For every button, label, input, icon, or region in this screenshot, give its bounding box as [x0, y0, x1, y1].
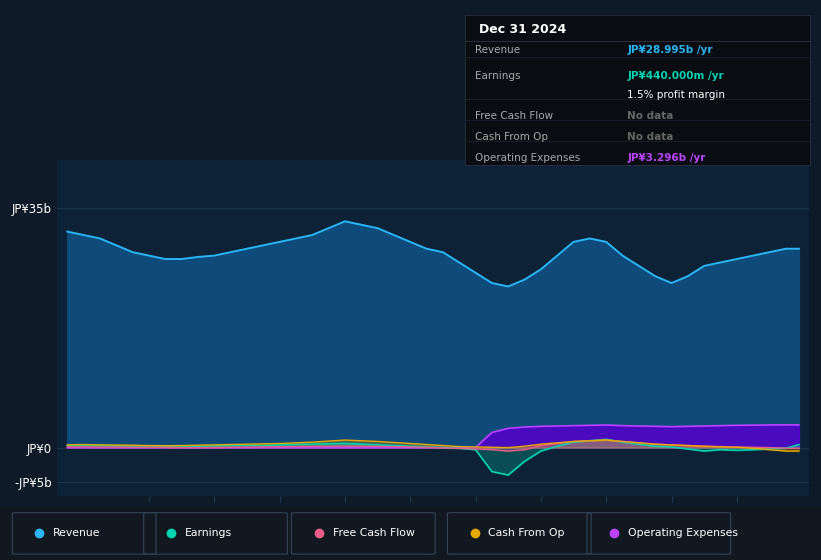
- Text: No data: No data: [627, 132, 673, 142]
- Text: Revenue: Revenue: [53, 529, 101, 538]
- Text: Cash From Op: Cash From Op: [475, 132, 548, 142]
- Text: Earnings: Earnings: [185, 529, 232, 538]
- Text: Free Cash Flow: Free Cash Flow: [475, 111, 553, 121]
- Text: No data: No data: [627, 111, 673, 121]
- Text: 1.5% profit margin: 1.5% profit margin: [627, 90, 725, 100]
- Text: Revenue: Revenue: [475, 45, 521, 55]
- Text: Operating Expenses: Operating Expenses: [628, 529, 738, 538]
- Text: JP¥28.995b /yr: JP¥28.995b /yr: [627, 45, 713, 55]
- Text: Free Cash Flow: Free Cash Flow: [333, 529, 415, 538]
- Text: JP¥3.296b /yr: JP¥3.296b /yr: [627, 153, 705, 163]
- Text: Cash From Op: Cash From Op: [488, 529, 565, 538]
- Text: Operating Expenses: Operating Expenses: [475, 153, 580, 163]
- Text: Dec 31 2024: Dec 31 2024: [479, 22, 566, 35]
- Text: Earnings: Earnings: [475, 71, 521, 81]
- Text: JP¥440.000m /yr: JP¥440.000m /yr: [627, 71, 724, 81]
